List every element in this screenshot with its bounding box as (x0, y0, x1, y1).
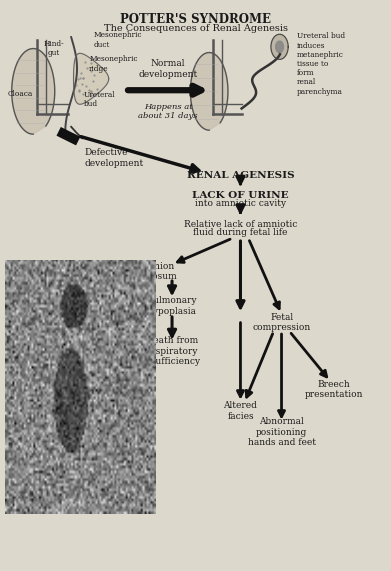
Polygon shape (74, 53, 109, 104)
Text: The Consequences of Renal Agenesis: The Consequences of Renal Agenesis (104, 24, 287, 33)
Text: RENAL AGENESIS: RENAL AGENESIS (187, 171, 294, 180)
Text: Pulmonary
hypoplasia: Pulmonary hypoplasia (147, 296, 197, 316)
Text: Mesonephric
duct: Mesonephric duct (94, 31, 142, 49)
Text: Defective
development: Defective development (84, 148, 143, 168)
Polygon shape (271, 34, 288, 59)
Text: fluid during fetal life: fluid during fetal life (193, 228, 288, 237)
Text: Happens at
about 31 days: Happens at about 31 days (138, 103, 198, 120)
Text: Breech
presentation: Breech presentation (305, 380, 364, 399)
Polygon shape (12, 49, 55, 134)
Text: Mesonephric
ridge: Mesonephric ridge (89, 55, 138, 73)
Text: Death from
respiratory
insufficiency: Death from respiratory insufficiency (143, 336, 201, 366)
Text: into amniotic cavity: into amniotic cavity (195, 199, 286, 208)
Text: Normal
development: Normal development (138, 59, 198, 79)
Text: Abnormal
positioning
hands and feet: Abnormal positioning hands and feet (248, 417, 316, 447)
Text: Altered
facies: Altered facies (224, 401, 257, 421)
Polygon shape (190, 53, 228, 130)
Text: Relative lack of amniotic: Relative lack of amniotic (184, 220, 297, 229)
Text: Ureteral bud
induces
metanephric
tissue to
form
renal
parenchyma: Ureteral bud induces metanephric tissue … (297, 33, 345, 95)
Text: LACK OF URINE: LACK OF URINE (192, 191, 289, 200)
Text: Cloaca: Cloaca (8, 90, 33, 98)
Text: Ureteral
bud: Ureteral bud (83, 91, 115, 108)
Polygon shape (276, 41, 283, 53)
Text: Fetal
compression: Fetal compression (253, 313, 310, 332)
Text: POTTER'S SYNDROME: POTTER'S SYNDROME (120, 13, 271, 26)
Text: Hind-
gut: Hind- gut (43, 40, 64, 57)
Text: Amnion
nodosum: Amnion nodosum (136, 262, 177, 281)
